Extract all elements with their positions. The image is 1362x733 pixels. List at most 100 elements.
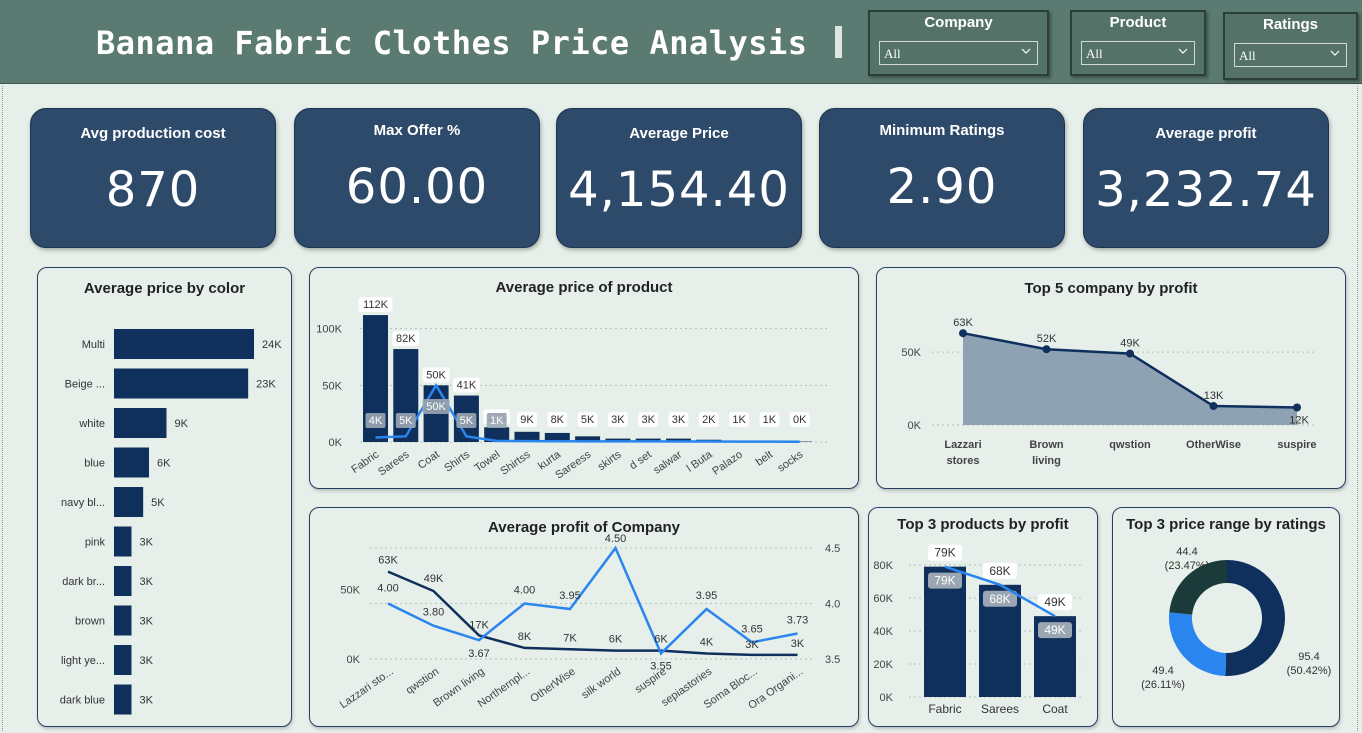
y-tick-label: 50K (322, 380, 342, 392)
kpi-card-average-profit[interactable]: Average profit 3,232.74 (1083, 108, 1329, 248)
product-dropdown[interactable]: All (1081, 41, 1195, 65)
company-dropdown[interactable]: All (879, 41, 1038, 65)
y-tick-label: 60K (873, 593, 893, 605)
x-tick-label: OtherWise (1186, 439, 1241, 451)
color-bar (114, 684, 132, 715)
line-label-bg (365, 413, 386, 428)
canvas-border (2, 86, 1358, 731)
color-bar (114, 605, 132, 636)
chart-title: Average price by color (83, 280, 246, 297)
kpi-label: Avg production cost (80, 125, 226, 142)
chart-canvas: 0K 50K 63K Lazzari stores 52K Brown living 49K qw… (901, 317, 1317, 467)
data-label-bg (759, 412, 780, 427)
kpi-value: 3,232.74 (1095, 162, 1317, 218)
x-tick-label: suspire (1277, 439, 1316, 451)
y-tick-label: 0K (880, 692, 894, 704)
y-right-tick-label: 3.5 (825, 654, 840, 666)
line-label-bg (983, 562, 1017, 579)
product-bar-label: 2K (702, 414, 716, 426)
donut-value-label: 95.4 (1298, 651, 1319, 663)
product-bar-label: 112K (363, 299, 389, 311)
y-tick-label: 0K (347, 654, 361, 666)
data-label-bg (392, 331, 420, 347)
profit-value-label: 63K (378, 555, 398, 567)
color-value-label: 5K (151, 497, 165, 509)
ratings-dropdown[interactable]: All (1234, 43, 1347, 67)
profit-value-label: 49K (1120, 338, 1140, 350)
chart-price-of-product[interactable]: Average price of product 0K 50K 100K 112K Fa… (309, 267, 859, 489)
bar-inside-label: 68K (989, 592, 1010, 606)
line-label-bg (422, 399, 450, 414)
kpi-card-average-price[interactable]: Average Price 4,154.40 (556, 108, 802, 248)
chart-price-by-color[interactable]: Average price by color Multi 24K Beige ...… (37, 267, 292, 727)
chart-top3-products[interactable]: Top 3 products by profit 0K 20K 40K 60K 80K 7… (868, 507, 1098, 727)
color-value-label: 3K (140, 695, 154, 707)
bar-label-bg (983, 590, 1017, 607)
data-label-bg (729, 412, 750, 427)
kpi-card-max-offer[interactable]: Max Offer % 60.00 (294, 108, 540, 248)
line-label-bg (456, 413, 477, 428)
line-label-bg (1038, 594, 1072, 611)
profit-point (1042, 345, 1051, 354)
y-tick-label: 50K (901, 347, 921, 359)
donut-percent-label: (23.47%) (1165, 560, 1210, 572)
profit-value-label: 63K (953, 317, 973, 329)
y-tick-label: 50K (340, 585, 360, 597)
x-tick-label: Shirtss (498, 448, 533, 477)
y-tick-label: 0K (329, 437, 343, 449)
color-bar (114, 368, 249, 399)
y-tick-label: 0K (908, 420, 922, 432)
line-value-label: 68K (989, 564, 1010, 578)
color-bar (114, 566, 132, 596)
rating-value-label: 3.95 (696, 590, 717, 602)
profit-area (963, 333, 1297, 425)
color-category-label: light ye... (61, 655, 105, 667)
product-dropdown-value: All (1086, 46, 1103, 61)
bar-label-bg (928, 572, 962, 589)
chart-profit-of-company[interactable]: Average profit of Company 0K 50K 3.5 4.0 4.5… (309, 507, 859, 727)
kpi-card-avg-production-cost[interactable]: Avg production cost 870 (30, 108, 276, 248)
product-bar-label: 1K (763, 414, 777, 426)
bar-inside-label: 79K (934, 574, 955, 588)
color-category-label: Beige ... (65, 379, 105, 391)
header-bar: Banana Fabric Clothes Price Analysis Com… (0, 0, 1362, 84)
product-line-label: 5K (399, 415, 413, 427)
profit-value-label: 4K (700, 636, 714, 648)
rating-value-label: 3.80 (423, 607, 444, 619)
color-value-label: 9K (175, 418, 189, 430)
donut-value-label: 49.4 (1152, 665, 1173, 677)
company-slicer[interactable]: Company All (868, 10, 1049, 76)
profit-value-label: 12K (1289, 415, 1309, 427)
data-label-bg (698, 412, 719, 427)
x-tick-label: l Buta (685, 448, 716, 474)
rating-value-label: 4.50 (605, 533, 626, 545)
ratings-slicer[interactable]: Ratings All (1223, 12, 1358, 80)
product-bar-label: 41K (457, 380, 477, 392)
product-slicer[interactable]: Product All (1070, 10, 1206, 76)
chart-price-range-ratings[interactable]: Top 3 price range by ratings 95.4 (50.42%… (1112, 507, 1340, 727)
y-right-tick-label: 4.0 (825, 599, 840, 611)
chevron-down-icon (1178, 48, 1188, 54)
rating-value-label: 4.00 (514, 585, 535, 597)
y-tick-label: 40K (873, 626, 893, 638)
chart-canvas: 95.4 (50.42%) 49.4 (26.11%) 44.4 (23.47%) (1141, 546, 1331, 691)
product-bar-label: 1K (732, 414, 746, 426)
color-bar (114, 329, 254, 359)
chart-top5-company[interactable]: Top 5 company by profit 0K 50K 63K Lazzari s… (876, 267, 1346, 489)
data-label-bg (547, 412, 568, 427)
ratings-dropdown-value: All (1239, 48, 1256, 63)
color-value-label: 24K (262, 339, 282, 351)
color-bar (114, 645, 132, 675)
product-bar-label: 9K (520, 414, 534, 426)
line-value-label: 49K (1044, 595, 1065, 609)
product-bar-label: 3K (611, 414, 625, 426)
product-line-label: 5K (460, 415, 474, 427)
y-right-tick-label: 4.5 (825, 543, 840, 555)
kpi-card-minimum-ratings[interactable]: Minimum Ratings 2.90 (819, 108, 1065, 248)
color-category-label: white (78, 418, 105, 430)
x-tick-label: socks (775, 448, 805, 474)
x-tick-label: Coat (416, 449, 442, 472)
chart-title: Top 5 company by profit (1024, 280, 1198, 297)
line-label-bg (395, 413, 416, 428)
chart-canvas: 0K 20K 40K 60K 80K 79K 79K Fabric 68K 68K Sarees 49… (873, 544, 1084, 716)
